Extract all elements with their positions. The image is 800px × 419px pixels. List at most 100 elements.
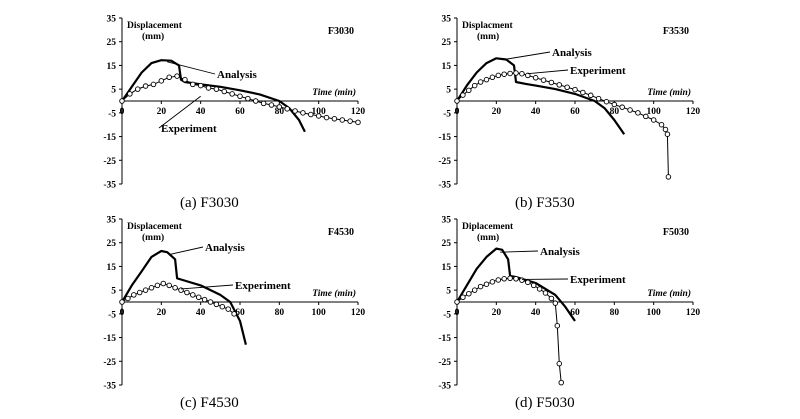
chart-b-experiment-point	[603, 98, 610, 105]
chart-b-experiment-point	[454, 98, 460, 104]
chart-a-xtick-label: 0	[120, 107, 125, 117]
chart-b-ytick-label: -35	[438, 181, 451, 191]
chart-c-ytick-label: -25	[103, 358, 116, 368]
chart-c-specimen-label: F4530	[328, 227, 354, 238]
chart-d-experiment-point	[454, 299, 460, 305]
chart-a-experiment-point	[284, 106, 290, 112]
chart-c-ytick-label: -15	[103, 334, 116, 344]
chart-b-experiment-point	[611, 101, 618, 108]
chart-a-experiment-point	[315, 113, 322, 119]
chart-b-ylabel-line: (mm)	[477, 31, 499, 42]
chart-b-experiment-point	[532, 75, 539, 81]
chart-c-ytick-label: -35	[103, 382, 116, 392]
chart-b-experiment-point	[635, 110, 641, 116]
chart-b-experiment-point	[627, 107, 633, 113]
chart-b-xtick-label: 80	[610, 107, 620, 117]
chart-a-experiment-point	[166, 74, 172, 81]
chart-b-experiment-point	[658, 121, 665, 128]
chart-c-experiment-leader	[180, 284, 234, 290]
chart-a-xtick-label: 120	[351, 107, 366, 117]
chart-a-experiment-point	[119, 98, 125, 104]
chart-a-experiment-point	[339, 117, 346, 123]
chart-d-ytick-label: -5	[443, 310, 451, 320]
chart-b-ytick-label: 15	[442, 62, 452, 72]
chart-d-experiment-point	[507, 275, 513, 282]
chart-c-xtick-label: 100	[312, 308, 327, 318]
chart-c-experiment-point	[136, 289, 143, 296]
chart-c-experiment-point	[190, 292, 196, 298]
chart-b-experiment-point	[643, 113, 649, 120]
chart-a-ytick-label: -5	[108, 109, 116, 119]
chart-d-xtick-label: 20	[492, 308, 502, 318]
chart-a-ytick-label: -15	[103, 133, 116, 143]
chart-b-experiment-point	[501, 71, 507, 77]
chart-c-xtick-label: 60	[235, 308, 245, 318]
chart-a-series-analysis-line	[121, 59, 306, 133]
chart-d-ytick-label: -15	[438, 334, 451, 344]
chart-c-experiment-annotation: Experiment	[235, 280, 291, 292]
chart-a-experiment-point	[331, 116, 338, 122]
chart-panel-a: 35 25 15 5 -5 -15 -25 -35 0 20 40 60 80 100 120 Displac…	[95, 12, 365, 192]
chart-b-experiment-point	[466, 87, 472, 94]
chart-c-experiment-point	[142, 287, 149, 293]
chart-d-ytick-label: 5	[446, 287, 451, 297]
chart-c-experiment-point	[225, 306, 231, 312]
chart-b-experiment-point	[477, 79, 484, 85]
chart-a-experiment-point	[260, 100, 267, 107]
chart-b-xlabel: Time (min)	[647, 87, 691, 98]
chart-b-xtick-label: 100	[647, 107, 662, 117]
chart-b-experiment-annotation: Experiment	[570, 65, 626, 77]
chart-c-experiment-point	[213, 301, 220, 308]
chart-d-experiment-point	[552, 300, 559, 306]
chart-d-xtick-label: 80	[610, 308, 620, 318]
chart-d-experiment-point	[495, 277, 502, 283]
chart-d-experiment-point	[483, 281, 490, 287]
chart-c-experiment-point	[231, 311, 237, 317]
caption-a: (a) F3030	[180, 195, 239, 211]
chart-svg-a: 35 25 15 5 -5 -15 -25 -35 0 20 40 60 80 100 120 Displac…	[103, 15, 366, 191]
chart-b-experiment-point	[564, 84, 570, 90]
chart-a-experiment-point	[323, 114, 330, 121]
chart-b-ytick-label: -25	[438, 157, 451, 167]
chart-a-experiment-point	[355, 119, 361, 126]
chart-a-xtick-label: 60	[235, 107, 245, 117]
chart-d-experiment-point	[466, 290, 472, 297]
chart-d-experiment-point	[548, 295, 555, 302]
chart-d-experiment-point	[477, 283, 484, 290]
chart-b-xtick-label: 60	[570, 107, 580, 117]
chart-c-analysis-leader	[169, 246, 204, 256]
chart-a-experiment-point	[158, 78, 165, 84]
chart-c-experiment-point	[184, 289, 190, 296]
chart-a-xtick-label: 20	[157, 107, 167, 117]
chart-b-series-experiment-line	[456, 72, 669, 177]
chart-b-ytick-label: 25	[442, 38, 452, 48]
chart-d-ytick-label: 25	[442, 239, 452, 249]
chart-a-experiment-point	[252, 98, 259, 104]
chart-a-specimen-label: F3030	[328, 26, 354, 37]
chart-a-experiment-point	[245, 95, 251, 102]
chart-c-analysis-annotation: Analysis	[205, 242, 245, 254]
chart-b-experiment-point	[489, 74, 496, 81]
chart-a-ytick-label: 25	[107, 38, 117, 48]
chart-d-experiment-point	[556, 360, 563, 367]
chart-b-experiment-point	[495, 72, 502, 79]
chart-b-experiment-point	[540, 77, 547, 83]
chart-d-series-analysis-line	[456, 247, 576, 322]
chart-d-ytick-label: 35	[442, 216, 452, 226]
chart-a-xtick-label: 40	[196, 107, 206, 117]
chart-a-ytick-label: 35	[107, 15, 117, 25]
chart-a-experiment-point	[221, 88, 228, 95]
caption-c: (c) F4530	[180, 395, 239, 411]
chart-d-experiment-point	[558, 379, 564, 386]
chart-a-experiment-point	[268, 102, 275, 108]
chart-a-analysis-leader	[167, 61, 216, 75]
chart-b-experiment-point	[572, 86, 578, 93]
chart-a-experiment-point	[134, 86, 141, 92]
chart-a-experiment-point	[197, 82, 204, 89]
chart-b-ytick-label: 35	[442, 15, 452, 25]
chart-c-experiment-point	[131, 292, 137, 298]
chart-b-experiment-point	[513, 70, 519, 76]
chart-d-experiment-point	[542, 290, 549, 296]
chart-c-experiment-point	[219, 303, 226, 310]
chart-b-xtick-label: 20	[492, 107, 502, 117]
